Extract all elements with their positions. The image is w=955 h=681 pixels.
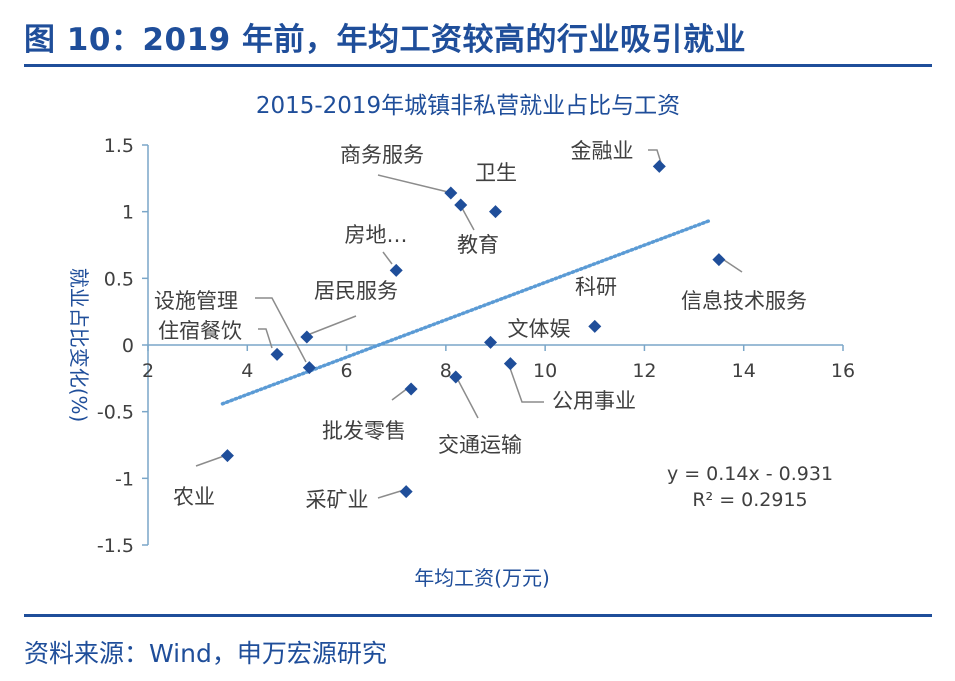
data-point [220,449,234,463]
data-point [404,382,418,396]
data-point [454,198,468,212]
y-tick-label: 1.5 [104,135,134,157]
leader-line [377,174,449,193]
title-divider [24,64,932,67]
data-point [503,357,517,371]
axes: 1.5 1 0.5 0 -0.5 -1 -1.5 2 4 6 8 10 12 14 16 [97,135,855,557]
trend-line [220,219,711,406]
x-tick-label: 10 [533,360,557,382]
leader-line [195,455,225,467]
x-tick-label: 16 [831,360,855,382]
source-divider [24,614,932,617]
x-tick-label: 14 [732,360,756,382]
leader-line [255,297,307,363]
y-tick-label: 1 [122,202,134,224]
data-point [712,253,726,267]
point-label: 教育 [457,233,499,257]
point-label: 信息技术服务 [681,289,807,313]
data-point [399,485,413,499]
y-tick-label: -1 [115,468,134,490]
x-tick-label: 2 [142,360,154,382]
x-tick-label: 8 [440,360,452,382]
r-squared-label: R² = 0.2915 [692,489,807,511]
leader-line [391,387,409,401]
trendline-layer [220,219,711,406]
point-label: 设施管理 [154,289,238,313]
y-tick-label: 0 [122,335,134,357]
data-point [444,186,458,200]
scatter-chart: 2015-2019年城镇非私营就业占比与工资 1.5 1 0.5 0 -0.5 -1 -1.… [67,93,855,590]
leader-line [377,489,405,499]
data-point [484,335,498,349]
point-label: 科研 [575,275,617,299]
data-point [652,159,666,173]
leader-line [382,251,393,265]
leader-line [723,259,743,273]
chart-title: 2015-2019年城镇非私营就业占比与工资 [256,93,680,119]
point-label: 文体娱 [508,317,571,341]
point-label: 批发零售 [322,419,406,443]
leader-line [258,328,273,349]
x-tick-label: 4 [241,360,253,382]
data-point [270,347,284,361]
point-label: 商务服务 [340,143,424,167]
figure-title: 图 10：2019 年前，年均工资较高的行业吸引就业 [24,22,747,58]
data-point [300,330,314,344]
data-point [302,361,316,375]
source-note: 资料来源：Wind，申万宏源研究 [24,639,387,668]
y-tick-label: -0.5 [97,402,134,424]
point-label: 住宿餐饮 [158,319,242,343]
equation-label: y = 0.14x - 0.931 [667,463,833,485]
data-points [220,159,726,499]
leader-line [461,207,475,231]
point-label: 交通运输 [438,433,522,457]
y-tick-label: 0.5 [104,268,134,290]
data-point [389,263,403,277]
y-axis-label: 就业占比变化(%) [67,268,91,423]
leader-line [648,149,663,167]
leader-lines [195,149,743,499]
x-axis-label: 年均工资(万元) [414,566,550,590]
leader-line [509,367,544,403]
leader-line [309,315,357,335]
y-tick-label: -1.5 [97,535,134,557]
leader-line [457,379,479,419]
point-label: 采矿业 [306,488,369,512]
data-point [588,319,602,333]
data-point [489,205,502,219]
point-label: 房地… [345,223,408,247]
point-label: 卫生 [475,161,517,185]
point-label: 公用事业 [552,389,636,413]
point-label: 居民服务 [314,279,398,303]
point-label: 金融业 [571,139,634,163]
data-point [449,370,463,384]
point-label: 农业 [173,485,215,509]
x-tick-label: 12 [632,360,656,382]
x-tick-label: 6 [341,360,353,382]
